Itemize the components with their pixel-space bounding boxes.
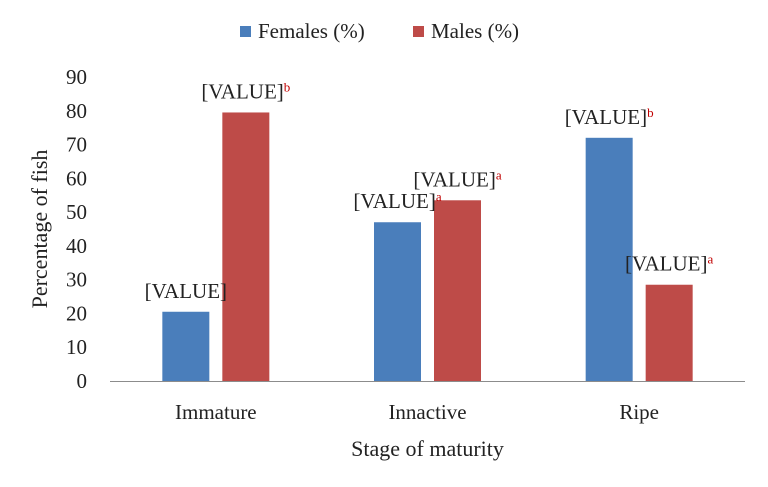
y-tick-label: 50 xyxy=(66,200,87,224)
data-label-value: [VALUE] xyxy=(145,279,227,303)
y-tick-label: 40 xyxy=(66,234,87,258)
x-axis-title: Stage of maturity xyxy=(351,436,504,461)
bars xyxy=(162,112,693,381)
y-tick-label: 70 xyxy=(66,133,87,157)
data-label-superscript: a xyxy=(496,167,502,182)
data-label-value: [VALUE] xyxy=(201,79,283,103)
y-tick-label: 0 xyxy=(77,369,88,393)
bar-females-innactive xyxy=(374,222,421,381)
data-label-superscript: b xyxy=(647,105,654,120)
y-tick-label: 90 xyxy=(66,65,87,89)
legend-swatch-males xyxy=(413,26,424,37)
legend-label-females: Females (%) xyxy=(258,19,365,43)
y-tick-label: 20 xyxy=(66,301,87,325)
data-label-value: [VALUE] xyxy=(413,167,495,191)
data-labels: [VALUE][VALUE]b[VALUE]a[VALUE]a[VALUE]b[… xyxy=(145,79,714,302)
data-label: [VALUE]b xyxy=(565,105,654,129)
y-axis-ticks: 0 10 20 30 40 50 60 70 80 90 xyxy=(66,65,87,393)
legend-label-males: Males (%) xyxy=(431,19,519,43)
legend: Females (%) Males (%) xyxy=(240,19,519,43)
x-tick-label: Immature xyxy=(175,400,257,424)
x-tick-label: Innactive xyxy=(388,400,466,424)
data-label: [VALUE] xyxy=(145,279,227,303)
y-axis-title: Percentage of fish xyxy=(27,150,52,309)
y-tick-label: 10 xyxy=(66,335,87,359)
data-label: [VALUE]a xyxy=(625,252,713,276)
data-label-value: [VALUE] xyxy=(565,105,647,129)
x-axis-ticks: Immature Innactive Ripe xyxy=(175,400,659,424)
data-label-superscript: b xyxy=(284,79,291,94)
legend-swatch-females xyxy=(240,26,251,37)
bar-males-ripe xyxy=(645,284,693,381)
x-tick-label: Ripe xyxy=(619,400,659,424)
bar-females-immature xyxy=(162,311,210,381)
data-label-superscript: a xyxy=(436,189,442,204)
data-label: [VALUE]b xyxy=(201,79,290,103)
y-tick-label: 30 xyxy=(66,268,87,292)
data-label-superscript: a xyxy=(707,252,713,267)
data-label: [VALUE]a xyxy=(413,167,501,191)
bar-males-innactive xyxy=(434,200,481,381)
data-label: [VALUE]a xyxy=(353,189,441,213)
bar-females-ripe xyxy=(585,137,633,381)
bar-males-immature xyxy=(222,112,270,381)
y-tick-label: 80 xyxy=(66,99,87,123)
data-label-value: [VALUE] xyxy=(625,252,707,276)
data-label-value: [VALUE] xyxy=(353,189,435,213)
y-tick-label: 60 xyxy=(66,166,87,190)
